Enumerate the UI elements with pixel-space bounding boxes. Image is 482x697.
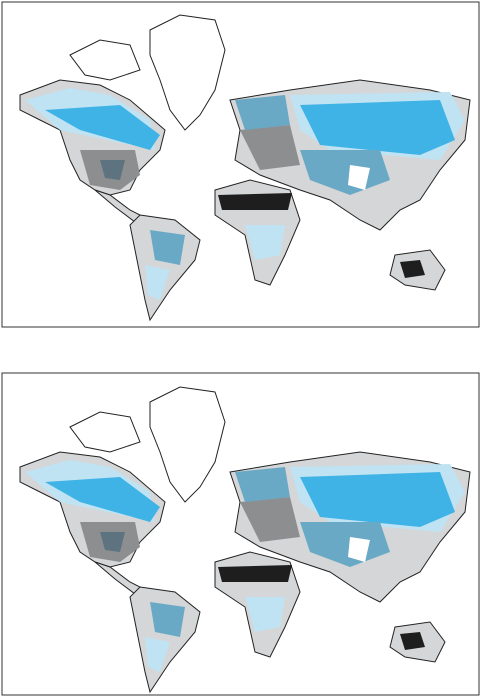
page: (() => { const data = JSON.parse(documen… [1,1,480,696]
map-figure [1,1,480,696]
